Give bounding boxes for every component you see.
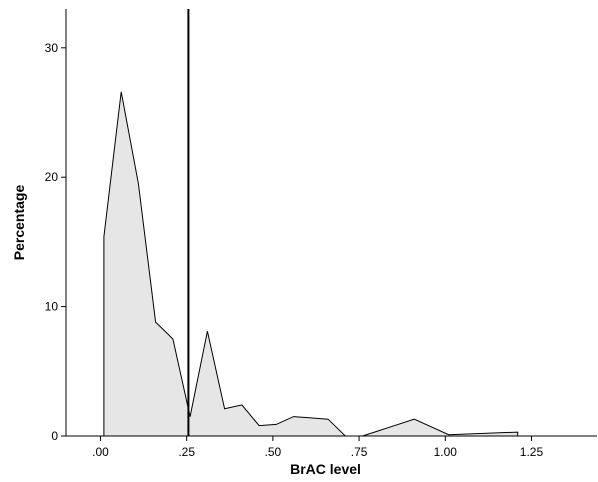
x-tick-label: 1.25 [520, 445, 544, 459]
x-tick-label: .25 [178, 445, 195, 459]
area-line [103, 91, 519, 437]
y-tick-label: 10 [45, 300, 59, 314]
y-axis-title: Percentage [11, 185, 27, 261]
y-tick-label: 20 [45, 170, 59, 184]
y-tick-label: 0 [51, 429, 58, 443]
x-tick-label: .00 [92, 445, 109, 459]
y-tick-label: 30 [45, 41, 59, 55]
x-axis-ticks: .00 .25 .50 .75 1.00 1.25 [92, 436, 543, 459]
axes [65, 9, 597, 437]
x-tick-label: .75 [351, 445, 368, 459]
x-tick-label: .50 [265, 445, 282, 459]
area-fill [103, 91, 518, 437]
plot-area [103, 9, 519, 437]
x-tick-label: 1.00 [434, 445, 458, 459]
y-axis-ticks: 0 10 20 30 [45, 41, 66, 443]
x-axis-title: BrAC level [290, 461, 361, 477]
